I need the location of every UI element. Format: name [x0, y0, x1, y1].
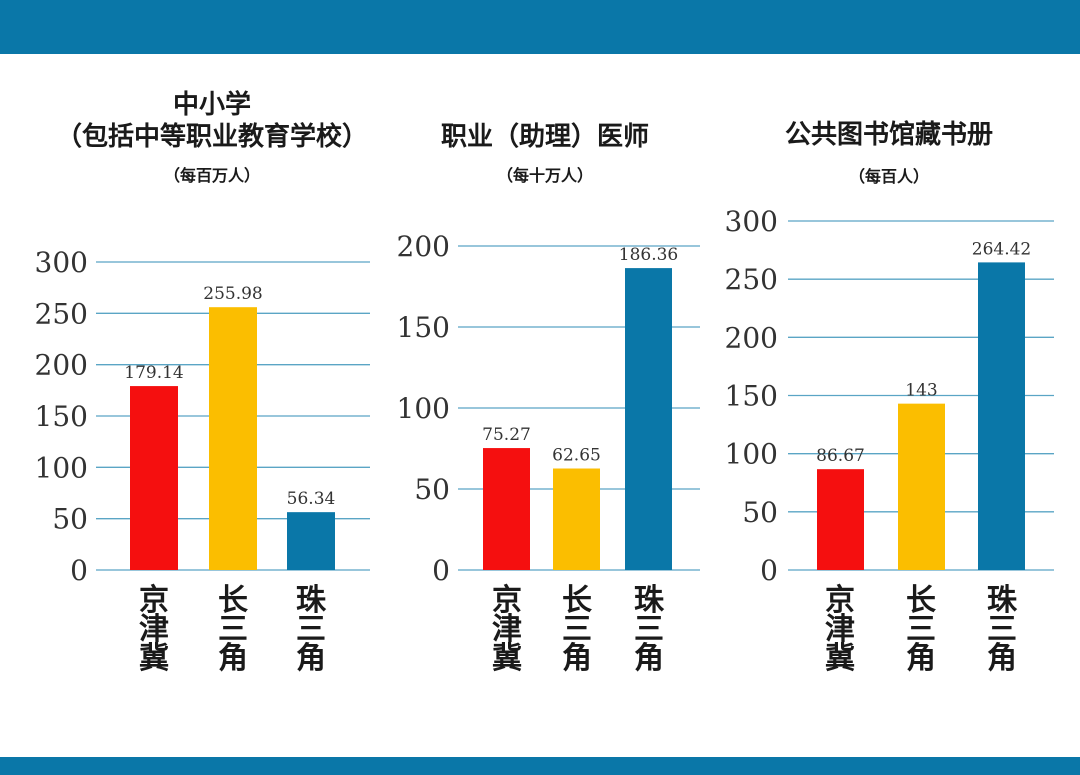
bar [553, 468, 600, 570]
bar [817, 469, 864, 570]
y-tick-label: 150 [397, 311, 450, 344]
bar [898, 403, 945, 570]
value-label: 56.34 [287, 489, 336, 509]
y-tick-label: 200 [397, 230, 450, 263]
y-tick-label: 100 [35, 451, 88, 484]
chart-subtitle: （每百人） [849, 167, 929, 186]
chart-title-line: 公共图书馆藏书册 [785, 119, 993, 150]
bar [625, 268, 672, 570]
value-label: 143 [905, 381, 937, 401]
y-tick-label: 300 [725, 205, 778, 238]
bar [287, 512, 335, 570]
category-label: 京津冀 [825, 583, 855, 676]
chart-subtitle: （每百万人） [164, 166, 260, 185]
y-tick-label: 0 [760, 554, 778, 587]
category-label: 长三角 [906, 583, 936, 676]
category-label: 珠三角 [987, 583, 1018, 676]
value-label: 255.98 [203, 284, 262, 304]
value-label: 264.42 [972, 239, 1031, 259]
y-tick-label: 50 [52, 503, 88, 536]
y-tick-label: 50 [742, 496, 778, 529]
value-label: 186.36 [619, 245, 678, 265]
y-tick-label: 0 [70, 554, 88, 587]
value-label: 62.65 [552, 446, 601, 466]
category-label: 京津冀 [139, 583, 169, 676]
top-banner [0, 0, 1080, 54]
bar [130, 386, 178, 570]
category-label: 京津冀 [492, 583, 522, 676]
bottom-banner [0, 757, 1080, 775]
category-label: 珠三角 [634, 583, 665, 676]
bar [209, 307, 257, 570]
category-label: 珠三角 [296, 583, 327, 676]
y-tick-label: 150 [725, 380, 778, 413]
value-label: 179.14 [124, 363, 183, 383]
y-tick-label: 250 [35, 297, 88, 330]
y-tick-label: 100 [725, 438, 778, 471]
bar [978, 262, 1025, 570]
y-tick-label: 200 [35, 349, 88, 382]
chart-subtitle: （每十万人） [497, 166, 593, 185]
y-tick-label: 50 [414, 473, 450, 506]
chart-title-line: （包括中等职业教育学校） [56, 121, 368, 152]
bar [483, 448, 530, 570]
y-tick-label: 200 [725, 321, 778, 354]
value-label: 75.27 [482, 425, 531, 445]
y-tick-label: 0 [432, 554, 450, 587]
chart-title-line: 职业（助理）医师 [441, 122, 649, 152]
y-tick-label: 300 [35, 246, 88, 279]
value-label: 86.67 [816, 446, 865, 466]
category-label: 长三角 [562, 583, 592, 676]
y-tick-label: 150 [35, 400, 88, 433]
chart-title-line: 中小学 [173, 89, 251, 120]
y-tick-label: 250 [725, 263, 778, 296]
y-tick-label: 100 [397, 392, 450, 425]
category-label: 长三角 [218, 583, 248, 676]
